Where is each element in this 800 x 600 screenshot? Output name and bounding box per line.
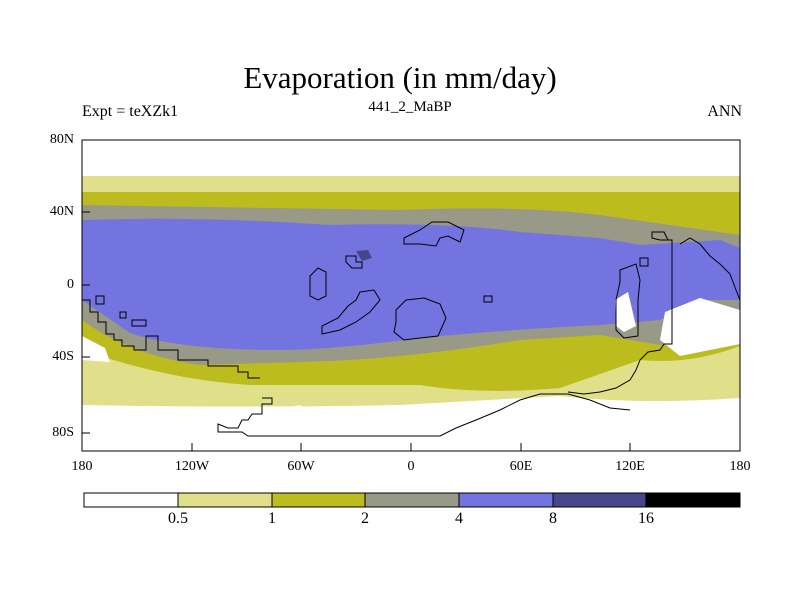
lon-label-60e: 60E bbox=[509, 459, 533, 474]
axis-ticks bbox=[82, 139, 631, 451]
colorbar-box-7 bbox=[645, 492, 741, 508]
lon-label-120e: 120E bbox=[615, 459, 645, 474]
coastlines bbox=[82, 221, 741, 437]
lon-label-180w: 180 bbox=[71, 459, 93, 474]
map-plot bbox=[81, 139, 741, 452]
colorbar-label-4: 4 bbox=[455, 510, 463, 527]
coastline-continent-6 bbox=[615, 263, 641, 339]
low-region-inland bbox=[615, 292, 636, 332]
field-level-5 bbox=[356, 250, 372, 261]
colorbar-box-5 bbox=[458, 492, 554, 508]
colorbar bbox=[83, 492, 741, 508]
lat-label-80s: 80S bbox=[52, 425, 74, 440]
coastline-northeast bbox=[679, 237, 741, 301]
colorbar-box-4 bbox=[364, 492, 460, 508]
coastline-antarctica bbox=[217, 393, 631, 437]
coastline-island-1 bbox=[95, 295, 105, 305]
colorbar-label-1: 1 bbox=[268, 510, 276, 527]
colorbar-label-2: 2 bbox=[361, 510, 369, 527]
coastline-continent-2 bbox=[345, 255, 363, 269]
coastline-island-6 bbox=[651, 231, 669, 241]
low-region-se bbox=[660, 298, 740, 356]
lon-label-60w: 60W bbox=[287, 459, 315, 474]
lat-label-80n: 80N bbox=[49, 132, 74, 147]
coastline-east bbox=[567, 239, 673, 395]
lat-label-40n: 40N bbox=[49, 204, 74, 219]
lon-label-120w: 120W bbox=[174, 459, 210, 474]
colorbar-label-8: 8 bbox=[549, 510, 557, 527]
coastline-west bbox=[82, 299, 260, 379]
experiment-label: Expt = teXZk1 bbox=[82, 103, 179, 120]
lat-label-0: 0 bbox=[67, 277, 74, 292]
colorbar-box-6 bbox=[552, 492, 647, 508]
coastline-island-5 bbox=[639, 257, 649, 267]
coastline-island-2 bbox=[119, 311, 127, 319]
coastline-island-4 bbox=[483, 295, 493, 303]
coastline-island-3 bbox=[131, 319, 147, 327]
colorbar-box-2 bbox=[177, 492, 273, 508]
coastline-continent-5 bbox=[393, 297, 447, 341]
colorbar-box-1 bbox=[83, 492, 179, 508]
period-label: 441_2_MaBP bbox=[368, 99, 452, 115]
plot-title: Evaporation (in mm/day) bbox=[243, 60, 557, 95]
arctic-low-region bbox=[82, 140, 740, 176]
colorbar-label-16: 16 bbox=[638, 510, 654, 527]
coastline-continent-3 bbox=[403, 221, 465, 247]
colorbar-box-3 bbox=[271, 492, 366, 508]
colorbar-label-0-5: 0.5 bbox=[168, 510, 188, 527]
lon-label-0: 0 bbox=[407, 459, 415, 474]
low-region-sw bbox=[82, 336, 110, 362]
field-level-4 bbox=[82, 218, 740, 350]
coastline-continent-1 bbox=[309, 267, 327, 301]
season-label: ANN bbox=[707, 103, 742, 120]
lon-label-180e: 180 bbox=[729, 459, 751, 474]
lat-label-40s: 40S bbox=[52, 349, 74, 364]
coastline-continent-4 bbox=[321, 289, 381, 335]
